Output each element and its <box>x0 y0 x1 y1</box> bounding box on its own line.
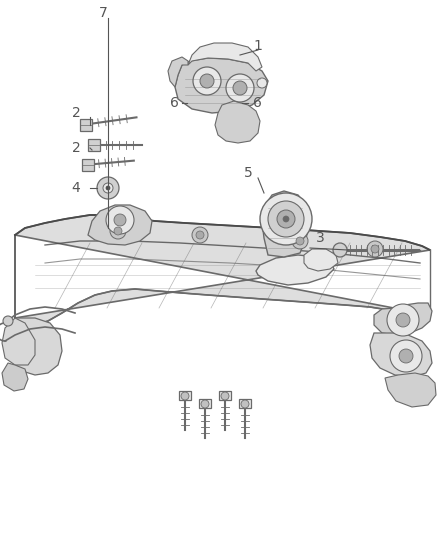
Polygon shape <box>2 318 35 365</box>
FancyBboxPatch shape <box>88 139 100 151</box>
Circle shape <box>221 392 229 400</box>
Circle shape <box>268 201 304 237</box>
Text: 1: 1 <box>254 39 262 53</box>
Text: 2: 2 <box>72 106 81 120</box>
Polygon shape <box>370 333 432 377</box>
Polygon shape <box>262 191 310 257</box>
Text: 3: 3 <box>316 231 325 245</box>
Text: 6: 6 <box>253 96 261 110</box>
Circle shape <box>399 349 413 363</box>
Polygon shape <box>8 318 62 375</box>
Circle shape <box>114 214 126 226</box>
FancyBboxPatch shape <box>199 399 211 408</box>
FancyBboxPatch shape <box>80 119 92 131</box>
Circle shape <box>233 81 247 95</box>
Polygon shape <box>168 57 188 87</box>
Circle shape <box>396 313 410 327</box>
Circle shape <box>277 210 295 228</box>
Polygon shape <box>175 58 268 113</box>
Circle shape <box>106 186 110 190</box>
Circle shape <box>371 245 379 253</box>
Text: 5: 5 <box>244 166 252 180</box>
Circle shape <box>200 74 214 88</box>
Circle shape <box>193 67 221 95</box>
Circle shape <box>292 233 308 249</box>
Circle shape <box>226 74 254 102</box>
FancyBboxPatch shape <box>239 399 251 408</box>
Polygon shape <box>304 249 338 271</box>
Polygon shape <box>215 101 260 143</box>
Circle shape <box>257 78 267 88</box>
Circle shape <box>192 227 208 243</box>
Circle shape <box>296 237 304 245</box>
Polygon shape <box>15 215 430 325</box>
Polygon shape <box>256 255 334 285</box>
Circle shape <box>283 216 289 222</box>
Circle shape <box>103 183 113 193</box>
Circle shape <box>390 340 422 372</box>
Circle shape <box>110 223 126 239</box>
Polygon shape <box>88 205 152 245</box>
Circle shape <box>196 231 204 239</box>
Circle shape <box>201 400 209 408</box>
Circle shape <box>387 304 419 336</box>
Text: 4: 4 <box>72 181 81 195</box>
FancyBboxPatch shape <box>179 391 191 400</box>
Polygon shape <box>188 43 262 71</box>
FancyBboxPatch shape <box>219 391 231 400</box>
Text: 6: 6 <box>170 96 178 110</box>
Text: 7: 7 <box>99 6 107 20</box>
Circle shape <box>367 241 383 257</box>
Polygon shape <box>374 303 432 335</box>
Circle shape <box>333 243 347 257</box>
Polygon shape <box>385 373 436 407</box>
FancyBboxPatch shape <box>82 159 94 171</box>
Circle shape <box>97 177 119 199</box>
Polygon shape <box>2 363 28 391</box>
Circle shape <box>114 227 122 235</box>
Circle shape <box>3 316 13 326</box>
Circle shape <box>241 400 249 408</box>
Text: 2: 2 <box>72 141 81 155</box>
Circle shape <box>260 193 312 245</box>
Circle shape <box>106 206 134 234</box>
Circle shape <box>181 392 189 400</box>
